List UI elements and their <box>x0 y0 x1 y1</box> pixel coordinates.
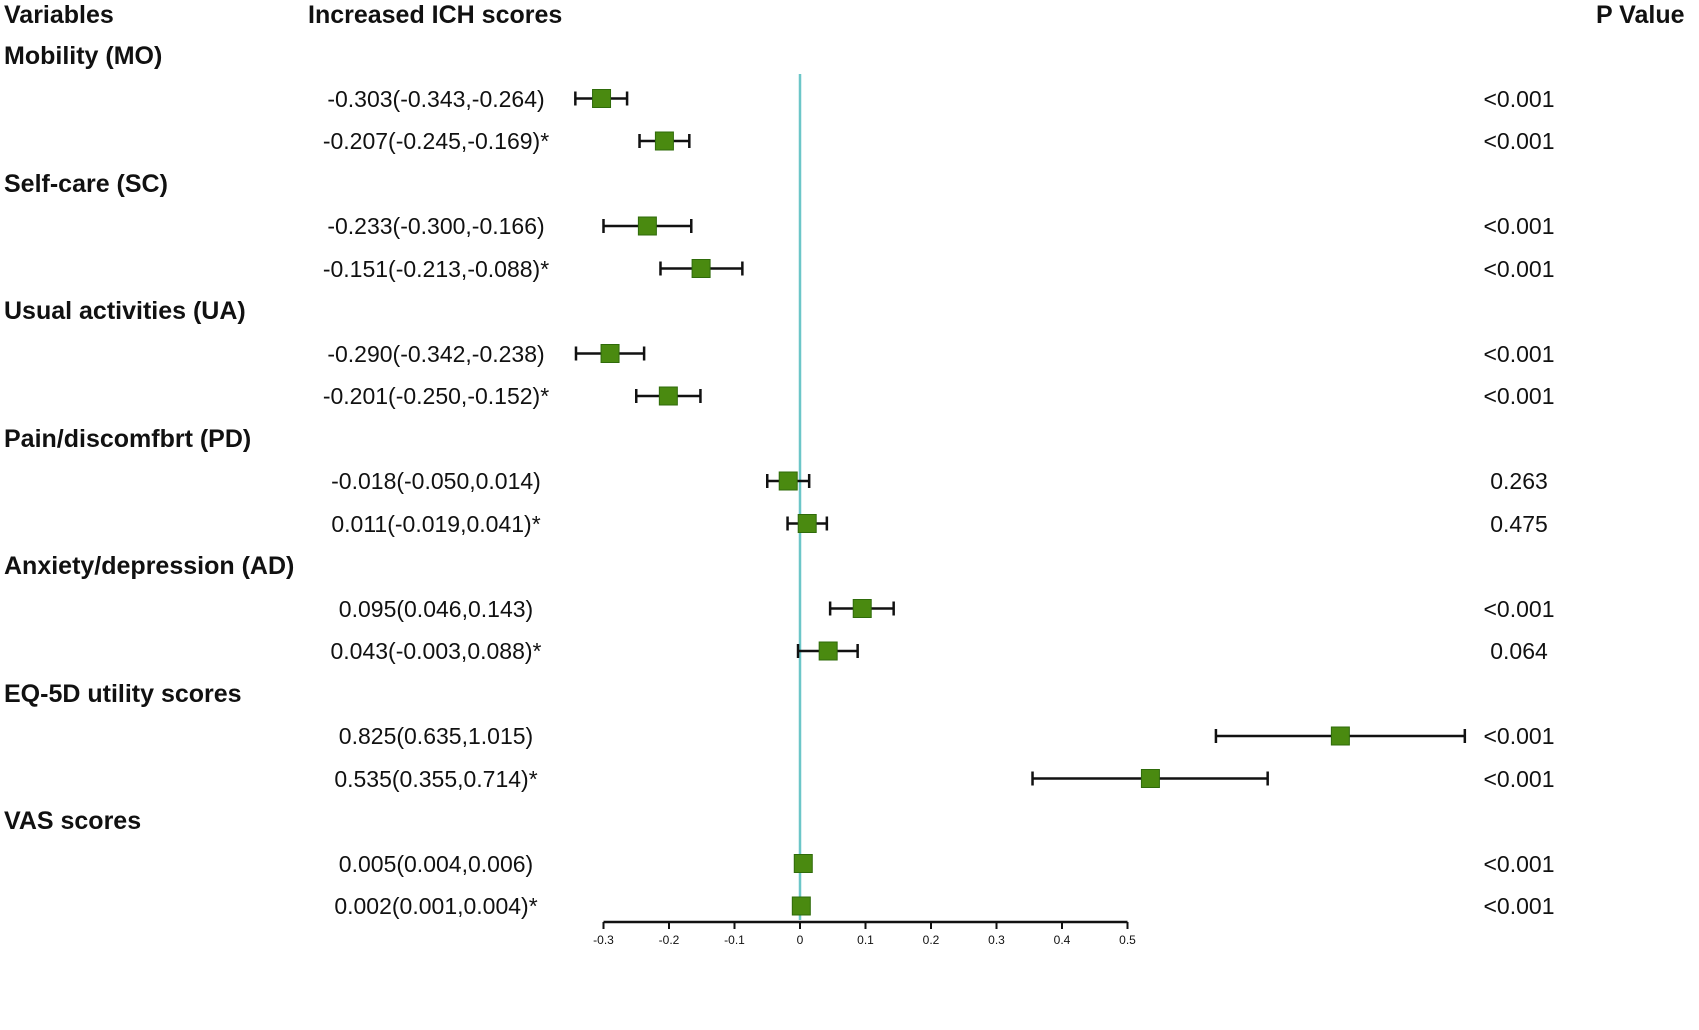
point-estimate <box>654 131 674 151</box>
point-estimate <box>691 259 711 278</box>
point-estimate <box>637 216 657 236</box>
p-value: <0.001 <box>1483 85 1555 112</box>
p-value: 0.475 <box>1490 510 1548 537</box>
p-value: <0.001 <box>1483 765 1555 792</box>
p-value: <0.001 <box>1483 893 1555 919</box>
x-tick-label: 0.4 <box>1054 933 1071 947</box>
point-estimate <box>797 514 817 533</box>
category-label: EQ-5D utility scores <box>4 679 242 708</box>
x-tick-label: -0.2 <box>659 933 680 947</box>
estimate-label: 0.095(0.046,0.143) <box>338 595 534 622</box>
point-estimate <box>592 89 612 108</box>
point-estimate <box>658 386 678 406</box>
header-pvalue: P Value <box>1596 1 1685 29</box>
p-value: <0.001 <box>1483 128 1555 154</box>
category-label: Pain/discomfbrt (PD) <box>4 424 252 453</box>
estimate-label: 0.005(0.004,0.006) <box>338 850 534 877</box>
point-estimate <box>600 344 620 363</box>
p-value: <0.001 <box>1483 383 1555 409</box>
estimate-label: -0.290(-0.342,-0.238) <box>327 340 545 367</box>
header-estimate: Increased ICH scores <box>308 1 563 29</box>
estimate-label: -0.201(-0.250,-0.152)* <box>322 383 550 409</box>
p-value: <0.001 <box>1483 340 1555 367</box>
point-estimate <box>852 599 872 618</box>
estimate-label: 0.043(-0.003,0.088)* <box>330 638 542 664</box>
estimate-label: -0.018(-0.050,0.014) <box>331 468 541 494</box>
x-tick-label: 0.2 <box>923 933 940 947</box>
point-estimate <box>818 641 838 661</box>
estimate-label: 0.825(0.635,1.015) <box>338 723 534 749</box>
point-estimate <box>1140 769 1160 788</box>
estimate-label: -0.207(-0.245,-0.169)* <box>322 128 550 154</box>
x-tick-label: 0.5 <box>1119 933 1136 947</box>
category-label: VAS scores <box>4 807 142 835</box>
point-estimate <box>778 471 798 491</box>
estimate-label: -0.233(-0.300,-0.166) <box>327 213 545 239</box>
estimate-label: 0.011(-0.019,0.041)* <box>331 510 541 537</box>
p-value: 0.263 <box>1490 468 1548 494</box>
point-estimate <box>791 896 811 916</box>
category-label: Mobility (MO) <box>4 42 163 70</box>
p-value: <0.001 <box>1483 213 1555 239</box>
p-value: <0.001 <box>1483 595 1555 622</box>
estimate-label: -0.151(-0.213,-0.088)* <box>322 255 550 282</box>
x-tick-label: 0.3 <box>988 933 1005 947</box>
category-label: Usual activities (UA) <box>4 297 246 325</box>
p-value: <0.001 <box>1483 723 1555 749</box>
estimate-label: 0.002(0.001,0.004)* <box>334 893 538 919</box>
header-variables: Variables <box>4 1 114 29</box>
estimate-label: -0.303(-0.343,-0.264) <box>327 85 545 112</box>
p-value: 0.064 <box>1490 638 1548 664</box>
point-estimate <box>793 854 813 873</box>
category-label: Self-care (SC) <box>4 169 168 198</box>
category-label: Anxiety/depression (AD) <box>4 552 295 580</box>
x-tick-label: 0 <box>797 933 804 947</box>
p-value: <0.001 <box>1483 850 1555 877</box>
x-tick-label: -0.3 <box>593 933 614 947</box>
x-tick-label: 0.1 <box>857 933 874 947</box>
estimate-label: 0.535(0.355,0.714)* <box>334 765 538 792</box>
point-estimate <box>1330 726 1350 746</box>
p-value: <0.001 <box>1483 255 1555 282</box>
x-tick-label: -0.1 <box>724 933 745 947</box>
